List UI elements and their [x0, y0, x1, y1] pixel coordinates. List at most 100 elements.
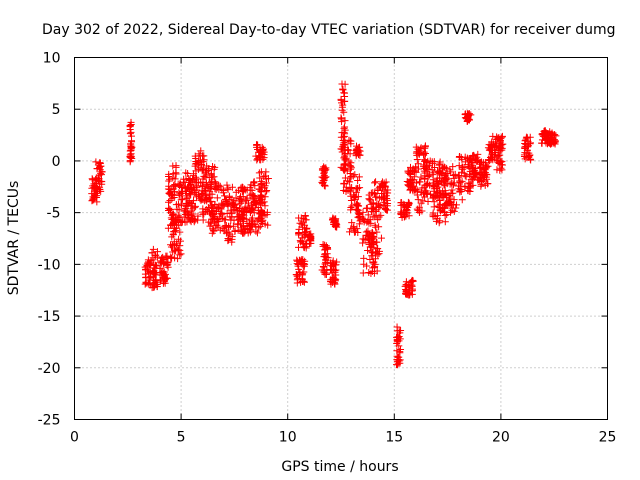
data-point: [218, 201, 226, 209]
data-point: [213, 184, 221, 192]
data-point: [127, 146, 135, 154]
data-point: [191, 204, 199, 212]
data-point: [436, 197, 444, 205]
data-point: [442, 170, 450, 178]
data-point: [354, 176, 362, 184]
data-point: [424, 173, 432, 181]
data-point: [364, 227, 372, 235]
data-point: [173, 224, 181, 232]
data-point: [219, 189, 227, 197]
data-point: [372, 178, 380, 186]
data-point: [206, 179, 214, 187]
data-point: [421, 156, 429, 164]
data-point: [222, 197, 230, 205]
data-point: [487, 146, 495, 154]
data-point: [370, 258, 378, 266]
x-tick-label: 25: [599, 430, 617, 446]
data-point: [260, 173, 268, 181]
data-point: [449, 181, 457, 189]
data-point: [404, 198, 412, 206]
data-point: [412, 163, 420, 171]
grid: [74, 57, 608, 420]
data-point: [240, 229, 248, 237]
data-point: [455, 172, 463, 180]
data-point: [486, 156, 494, 164]
data-point: [417, 173, 425, 181]
data-point: [360, 254, 368, 262]
data-point: [443, 198, 451, 206]
data-point: [176, 228, 184, 236]
data-point: [248, 222, 256, 230]
data-point: [239, 214, 247, 222]
data-point: [338, 103, 346, 111]
data-point: [176, 251, 184, 259]
data-point: [174, 255, 182, 263]
data-point: [300, 243, 308, 251]
data-point: [338, 99, 346, 107]
data-point: [521, 137, 529, 145]
y-tick-label: -10: [38, 257, 61, 273]
data-point: [230, 197, 238, 205]
data-point: [367, 200, 375, 208]
data-point: [441, 212, 449, 220]
data-point: [363, 262, 371, 270]
data-point: [246, 191, 254, 199]
data-point: [494, 152, 502, 160]
data-point: [473, 153, 481, 161]
data-point: [200, 210, 208, 218]
data-point: [355, 220, 363, 228]
data-point: [206, 188, 214, 196]
data-point: [498, 132, 506, 140]
data-point: [199, 166, 207, 174]
data-point: [228, 183, 236, 191]
data-point: [227, 195, 235, 203]
data-point: [356, 184, 364, 192]
x-axis-title: GPS time / hours: [281, 459, 398, 475]
data-point: [191, 189, 199, 197]
data-point: [194, 212, 202, 220]
data-point: [190, 197, 198, 205]
data-point: [92, 184, 100, 192]
data-point: [96, 185, 104, 193]
data-point: [348, 219, 356, 227]
data-point: [256, 222, 264, 230]
data-point: [477, 158, 485, 166]
data-point: [497, 158, 505, 166]
data-point: [171, 247, 179, 255]
data-point: [393, 323, 401, 331]
data-point: [402, 207, 410, 215]
data-point: [412, 143, 420, 151]
data-point: [177, 184, 185, 192]
data-point: [450, 174, 458, 182]
data-point: [414, 196, 422, 204]
data-point: [345, 157, 353, 165]
data-point: [174, 180, 182, 188]
data-point: [340, 154, 348, 162]
data-point: [381, 193, 389, 201]
data-point: [421, 143, 429, 151]
data-point: [455, 162, 463, 170]
data-point: [166, 197, 174, 205]
data-point: [262, 179, 270, 187]
data-point: [375, 247, 383, 255]
data-point: [187, 191, 195, 199]
data-point: [255, 224, 263, 232]
data-point: [447, 201, 455, 209]
data-point: [405, 199, 413, 207]
data-point: [295, 214, 303, 222]
data-point: [298, 220, 306, 228]
data-point: [469, 152, 477, 160]
data-point: [299, 256, 307, 264]
data-point: [203, 171, 211, 179]
data-point: [450, 196, 458, 204]
data-point: [247, 201, 255, 209]
data-point: [441, 164, 449, 172]
data-point: [369, 229, 377, 237]
data-point: [208, 178, 216, 186]
data-point: [364, 246, 372, 254]
data-point: [319, 240, 327, 248]
data-point: [263, 186, 271, 194]
data-point: [93, 185, 101, 193]
data-point: [183, 194, 191, 202]
data-point: [365, 239, 373, 247]
